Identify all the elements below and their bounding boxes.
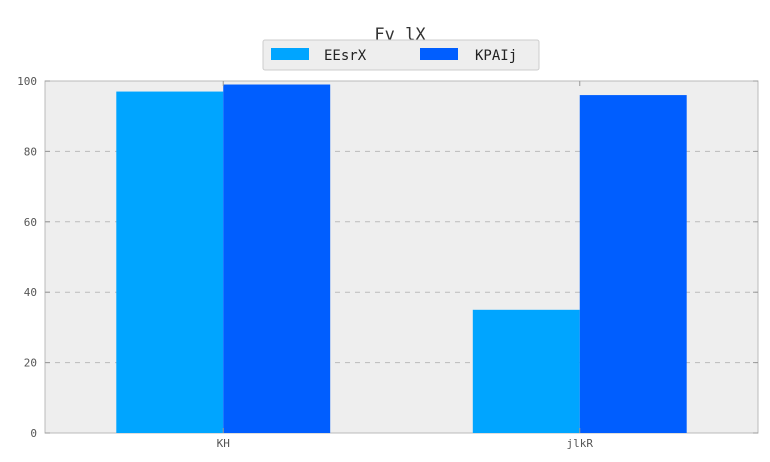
x-tick-label: KH — [217, 437, 230, 450]
legend-box — [262, 39, 540, 71]
x-tick-label: jlkR — [567, 437, 594, 450]
legend-swatch-1 — [420, 48, 458, 60]
y-tick-label: 40 — [24, 286, 37, 299]
y-tick-label: 100 — [17, 75, 37, 88]
x-axis: KH jlkR — [217, 81, 594, 450]
legend-label-0: EEsrX — [324, 48, 367, 64]
legend-label-1: KPAIj — [475, 48, 517, 64]
legend-swatch-0 — [271, 48, 309, 60]
bar-EEsrX-jlkR — [472, 309, 580, 433]
y-tick-label: 0 — [30, 427, 37, 440]
bars — [116, 84, 687, 434]
legend: EEsrX KPAIj — [262, 39, 540, 71]
y-tick-label: 80 — [24, 145, 37, 158]
bar-KPAIj-jlkR — [579, 95, 687, 433]
bar-KPAIj-KH — [223, 84, 331, 434]
y-tick-label: 20 — [24, 357, 37, 370]
y-tick-label: 60 — [24, 216, 37, 229]
y-axis: 0 20 40 60 80 100 — [17, 75, 758, 440]
bar-EEsrX-KH — [116, 91, 224, 433]
